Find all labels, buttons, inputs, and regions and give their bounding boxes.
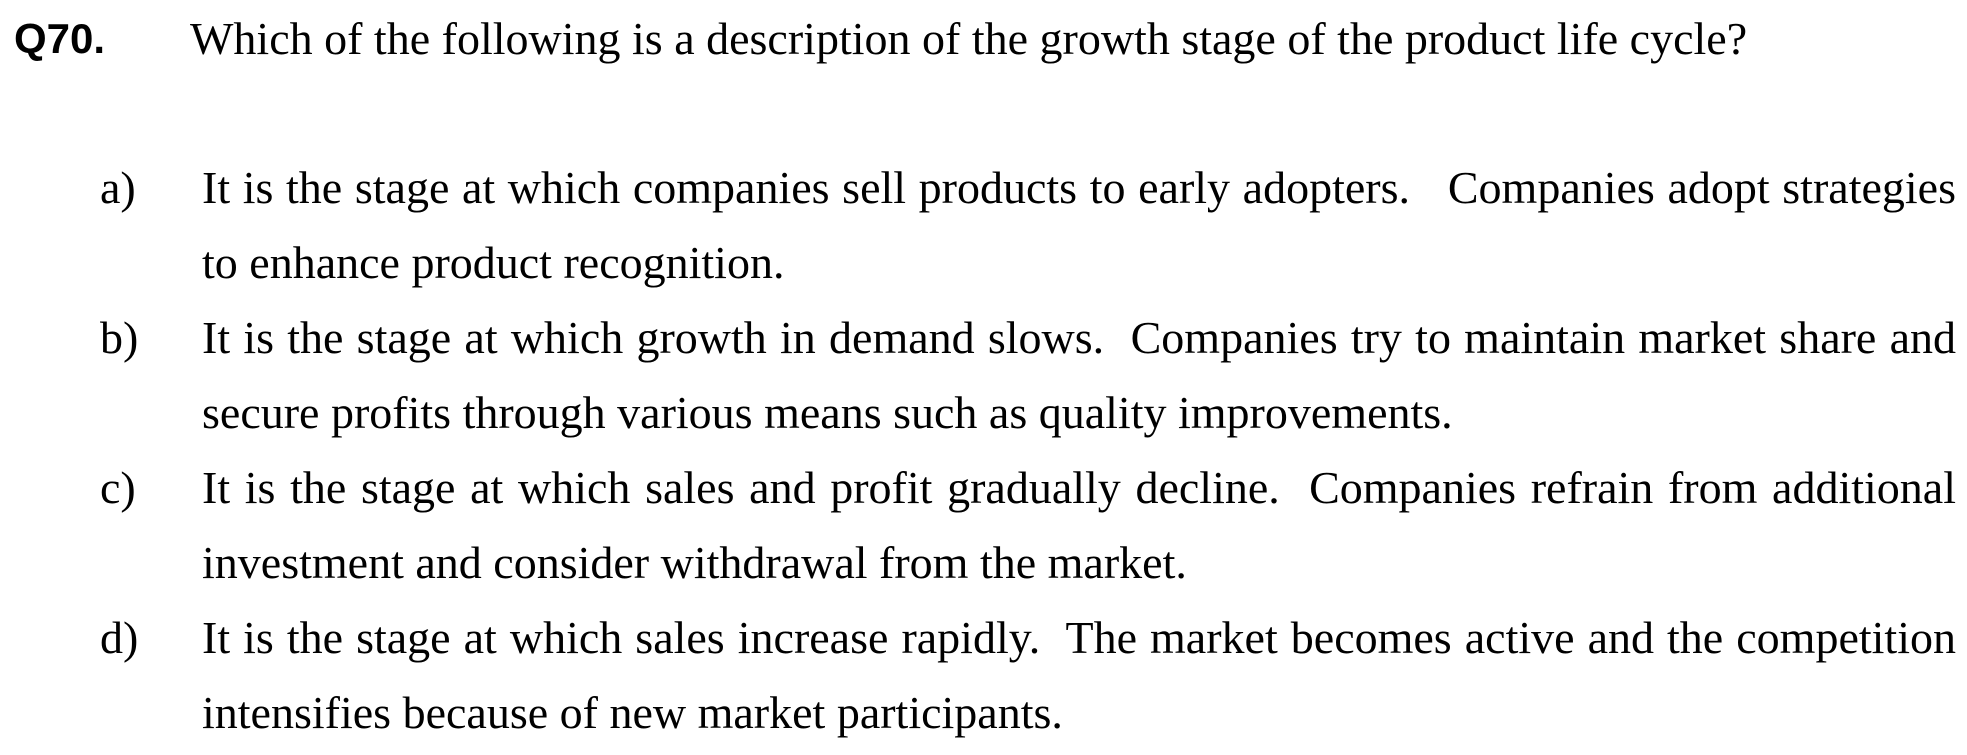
option-letter: a) <box>100 162 136 213</box>
option-text: It is the stage at which sales and profi… <box>202 462 1956 588</box>
option-letter: d) <box>100 612 139 663</box>
question-header: Q70. Which of the following is a descrip… <box>14 8 1954 70</box>
option-letter: c) <box>100 462 136 513</box>
option-letter: b) <box>100 312 139 363</box>
question-text: Which of the following is a description … <box>190 13 1748 64</box>
option-text: It is the stage at which growth in deman… <box>202 312 1956 438</box>
question-number: Q70. <box>14 15 106 62</box>
option-a: a) It is the stage at which companies se… <box>0 150 1967 300</box>
option-d: d) It is the stage at which sales increa… <box>0 600 1967 750</box>
option-text: It is the stage at which sales increase … <box>202 612 1956 738</box>
option-b: b) It is the stage at which growth in de… <box>0 300 1967 450</box>
option-c: c) It is the stage at which sales and pr… <box>0 450 1967 600</box>
option-text: It is the stage at which companies sell … <box>202 162 1956 288</box>
